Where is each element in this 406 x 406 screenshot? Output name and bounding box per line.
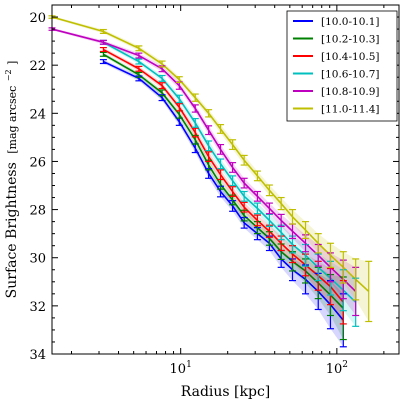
error-bar	[175, 76, 183, 84]
y-axis-label-main: Surface Brightness	[4, 162, 20, 298]
error-bar	[265, 184, 273, 197]
error-bar	[240, 190, 248, 202]
error-bar	[158, 82, 166, 90]
error-bar	[217, 144, 225, 155]
error-bar	[229, 162, 237, 173]
error-bar	[240, 154, 248, 166]
error-bar	[191, 127, 199, 138]
error-bar	[229, 139, 237, 151]
axis-ticks	[52, 4, 399, 355]
error-bar	[205, 109, 213, 118]
error-bar	[217, 169, 225, 181]
tick-labels: 20 22 24 26 28 30 32 34 101 102	[29, 11, 348, 377]
error-bar	[158, 60, 166, 68]
error-bar	[229, 175, 237, 187]
legend-entry: [11.0-11.4]	[321, 104, 380, 116]
error-bar	[135, 58, 143, 65]
error-bar	[135, 65, 143, 72]
error-bar	[240, 201, 248, 213]
error-bar	[217, 124, 225, 134]
error-bar	[288, 208, 296, 225]
error-bar	[339, 251, 347, 284]
error-bar	[99, 28, 107, 35]
error-bar	[135, 45, 143, 52]
error-bar	[191, 93, 199, 102]
error-bar	[217, 158, 225, 170]
x-tick-label: 101	[170, 360, 192, 377]
error-bar	[99, 51, 107, 57]
error-bar	[135, 52, 143, 59]
error-bars	[48, 15, 373, 348]
legend-entry: [10.6-10.7]	[321, 69, 380, 81]
y-axis-label-unit-close: ]	[6, 61, 19, 65]
error-bar	[253, 214, 261, 227]
error-bar	[253, 190, 261, 202]
error-bar	[314, 233, 322, 254]
error-bar	[158, 74, 166, 82]
error-bar	[229, 186, 237, 197]
error-bar	[265, 213, 273, 228]
y-tick-label: 32	[29, 300, 46, 315]
y-tick-label: 34	[29, 348, 46, 363]
error-bar	[175, 94, 183, 104]
error-bar	[277, 196, 285, 211]
error-bar	[365, 260, 373, 323]
error-bar	[205, 140, 213, 152]
error-bar	[99, 59, 107, 65]
x-tick-label: 102	[326, 360, 348, 377]
y-tick-label: 28	[29, 204, 46, 219]
plot-frame	[51, 4, 400, 355]
error-bar	[191, 118, 199, 128]
y-axis-label: Surface Brightness [mag arcsec −2 ]	[0, 61, 20, 299]
error-bar	[326, 242, 334, 268]
y-tick-label: 30	[29, 252, 46, 267]
error-bar	[205, 151, 213, 163]
error-bar	[265, 202, 273, 215]
y-axis-label-unit: [mag arcsec	[6, 86, 19, 154]
error-bar	[191, 104, 199, 113]
y-tick-label: 20	[29, 11, 46, 26]
legend-entry: [10.4-10.5]	[321, 51, 380, 63]
legend-entry: [10.0-10.1]	[321, 16, 380, 28]
legend-entry: [10.8-10.9]	[321, 86, 380, 98]
error-bar	[352, 258, 360, 301]
y-axis-label-unit-exponent: −2	[4, 69, 13, 81]
error-bar	[240, 177, 248, 189]
legend: [10.0-10.1] [10.2-10.3] [10.4-10.5] [10.6-1…	[286, 10, 398, 122]
error-bar	[135, 71, 143, 78]
error-bar	[158, 89, 166, 97]
error-bar	[99, 39, 107, 45]
error-bar	[175, 103, 183, 112]
error-bar	[277, 213, 285, 228]
error-bar	[302, 221, 310, 240]
y-tick-label: 26	[29, 155, 46, 170]
error-bar	[253, 170, 261, 182]
y-tick-label: 22	[29, 59, 46, 74]
y-tick-label: 24	[29, 107, 46, 122]
x-axis-label: Radius [kpc]	[181, 384, 271, 400]
error-bar	[253, 202, 261, 215]
error-bar	[205, 125, 213, 136]
legend-entry: [10.2-10.3]	[321, 34, 380, 46]
legend-box	[286, 10, 398, 122]
error-bar	[99, 47, 107, 53]
